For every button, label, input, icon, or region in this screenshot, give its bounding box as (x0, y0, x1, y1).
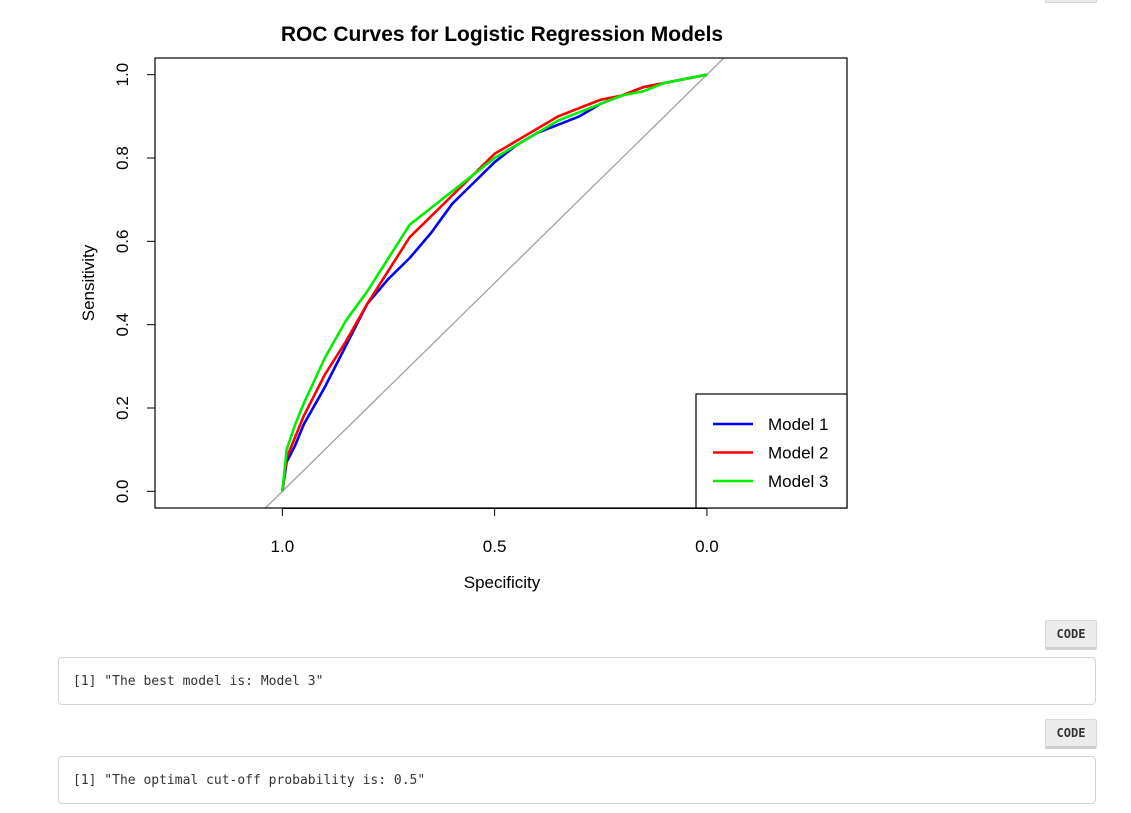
output-text: [1] "The best model is: Model 3" (73, 673, 324, 689)
y-tick-label: 0.0 (113, 480, 132, 504)
legend-label: Model 1 (768, 415, 828, 434)
roc-chart: ROC Curves for Logistic Regression Model… (79, 23, 848, 592)
series-line-model-3 (281, 73, 708, 492)
axes: 1.0 0.5 0.0 0.0 0.2 0.4 0.6 0.8 1.0 (113, 57, 848, 556)
y-tick-label: 0.8 (113, 146, 132, 170)
output-box: [1] "The optimal cut-off probability is:… (58, 756, 1096, 804)
y-tick-label: 0.6 (113, 230, 132, 254)
code-button[interactable]: CODE (1045, 620, 1097, 650)
output-box: [1] "The best model is: Model 3" (58, 657, 1096, 705)
diagonal-reference-line (264, 58, 725, 508)
x-tick-label: 0.0 (695, 537, 719, 556)
chart-title: ROC Curves for Logistic Regression Model… (281, 23, 723, 46)
legend-label: Model 3 (768, 472, 828, 491)
legend-box (695, 393, 848, 509)
code-button-partial[interactable] (1045, 0, 1097, 3)
output-text: [1] "The optimal cut-off probability is:… (73, 772, 426, 788)
legend-label: Model 2 (768, 444, 828, 463)
y-tick-label: 0.2 (113, 396, 132, 420)
x-tick-label: 1.0 (271, 537, 295, 556)
legend: Model 1 Model 2 Model 3 (695, 393, 848, 509)
y-tick-label: 0.4 (113, 313, 132, 337)
x-axis-label: Specificity (464, 573, 541, 592)
code-button[interactable]: CODE (1045, 719, 1097, 749)
y-axis-label: Sensitivity (79, 244, 98, 321)
x-tick-label: 0.5 (483, 537, 507, 556)
y-tick-label: 1.0 (113, 63, 132, 87)
plot-area (264, 58, 725, 508)
